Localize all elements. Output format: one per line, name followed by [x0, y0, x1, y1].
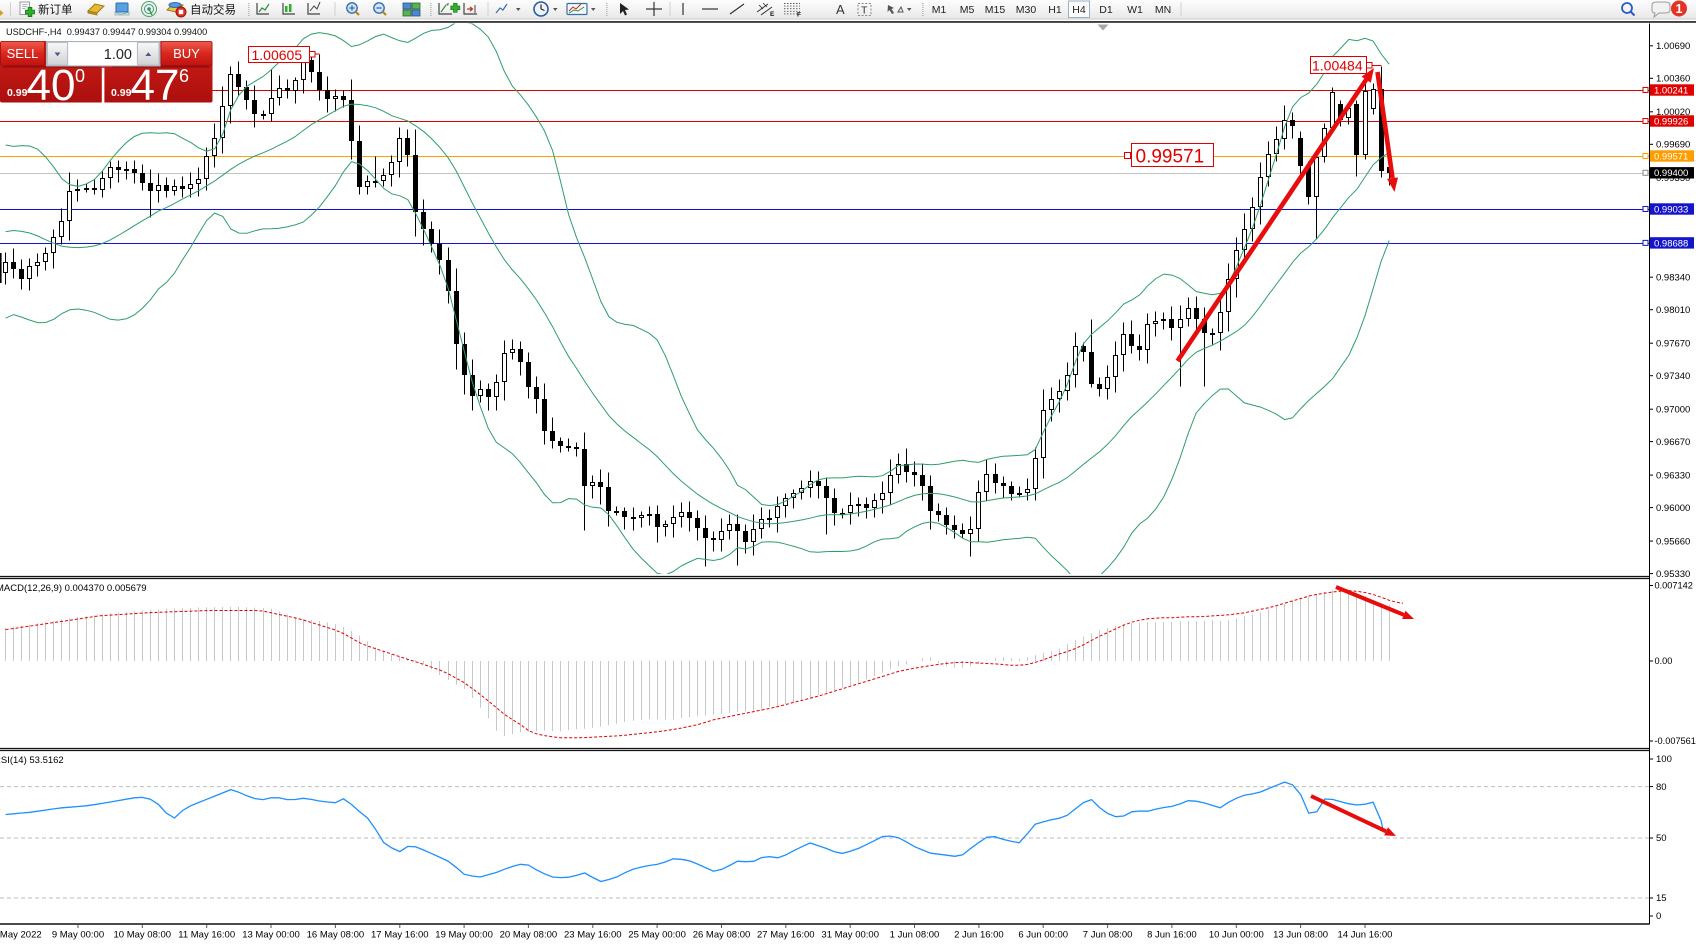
svg-text:H1: H1 [1048, 4, 1062, 16]
svg-text:1.00484: 1.00484 [1312, 57, 1363, 73]
svg-text:1: 1 [1676, 2, 1683, 16]
svg-text:0.00: 0.00 [1655, 656, 1673, 666]
svg-text:0.99: 0.99 [111, 87, 132, 99]
svg-text:1.00241: 1.00241 [1654, 85, 1688, 96]
svg-text:USDCHF-,H4 0.99437 0.99447 0.: USDCHF-,H4 0.99437 0.99447 0.99304 0.994… [6, 27, 207, 37]
svg-text:H4: H4 [1072, 4, 1086, 16]
svg-text:1.00: 1.00 [104, 47, 132, 63]
svg-text:16 May 08:00: 16 May 08:00 [307, 930, 365, 941]
svg-text:40: 40 [27, 61, 76, 110]
svg-text:MN: MN [1155, 4, 1171, 16]
svg-text:0.98688: 0.98688 [1654, 238, 1688, 249]
svg-text:0.96670: 0.96670 [1656, 437, 1690, 448]
svg-text:47: 47 [131, 61, 180, 110]
svg-text:100: 100 [1656, 754, 1672, 765]
svg-text:0.99690: 0.99690 [1656, 140, 1690, 151]
svg-text:20 May 08:00: 20 May 08:00 [500, 930, 558, 941]
svg-text:D1: D1 [1099, 4, 1113, 16]
svg-text:0.99033: 0.99033 [1654, 204, 1688, 215]
svg-text:8 Jun 16:00: 8 Jun 16:00 [1147, 930, 1197, 941]
svg-text:SELL: SELL [7, 46, 39, 61]
svg-text:1.00605: 1.00605 [252, 47, 303, 63]
svg-text:0.95660: 0.95660 [1656, 536, 1690, 547]
svg-text:0.99571: 0.99571 [1654, 151, 1688, 162]
svg-text:M15: M15 [985, 4, 1006, 16]
svg-text:10 May 08:00: 10 May 08:00 [114, 930, 172, 941]
svg-text:13 May 00:00: 13 May 00:00 [242, 930, 300, 941]
svg-text:7 Jun 08:00: 7 Jun 08:00 [1083, 930, 1133, 941]
svg-text:6 May 2022: 6 May 2022 [0, 930, 42, 941]
svg-text:0.96330: 0.96330 [1656, 470, 1690, 481]
svg-text:0.007142: 0.007142 [1655, 581, 1693, 591]
svg-text:15: 15 [1656, 893, 1667, 904]
svg-text:0.99400: 0.99400 [1654, 168, 1688, 179]
svg-text:23 May 16:00: 23 May 16:00 [564, 930, 622, 941]
svg-text:0.98010: 0.98010 [1656, 305, 1690, 316]
svg-text:0.95330: 0.95330 [1656, 569, 1690, 580]
svg-text:31 May 00:00: 31 May 00:00 [821, 930, 879, 941]
svg-text:6: 6 [179, 66, 189, 86]
svg-text:F: F [797, 12, 801, 19]
svg-text:50: 50 [1656, 833, 1667, 844]
svg-text:19 May 00:00: 19 May 00:00 [435, 930, 493, 941]
svg-text:A: A [836, 2, 845, 17]
svg-text:M1: M1 [932, 4, 947, 16]
svg-text:MACD(12,26,9) 0.004370 0.00567: MACD(12,26,9) 0.004370 0.005679 [0, 583, 147, 594]
svg-text:0.99: 0.99 [7, 87, 28, 99]
svg-text:0.96000: 0.96000 [1656, 503, 1690, 514]
svg-text:9 May 00:00: 9 May 00:00 [52, 930, 104, 941]
svg-text:25 May 00:00: 25 May 00:00 [628, 930, 686, 941]
svg-text:自动交易: 自动交易 [190, 3, 236, 17]
svg-text:80: 80 [1656, 782, 1667, 793]
svg-text:0.97670: 0.97670 [1656, 338, 1690, 349]
svg-text:BUY: BUY [173, 46, 200, 61]
svg-text:E: E [770, 11, 775, 18]
svg-text:M30: M30 [1016, 4, 1037, 16]
svg-text:T: T [861, 5, 868, 17]
svg-text:27 May 16:00: 27 May 16:00 [757, 930, 815, 941]
svg-text:新订单: 新订单 [38, 3, 73, 17]
svg-text:26 May 08:00: 26 May 08:00 [693, 930, 751, 941]
svg-text:1.00020: 1.00020 [1656, 107, 1690, 118]
svg-text:RSI(14) 53.5162: RSI(14) 53.5162 [0, 755, 64, 766]
svg-text:0: 0 [75, 66, 85, 86]
svg-text:0.97000: 0.97000 [1656, 404, 1690, 415]
svg-text:11 May 16:00: 11 May 16:00 [178, 930, 235, 941]
svg-text:0.97340: 0.97340 [1656, 371, 1690, 382]
svg-text:0.99571: 0.99571 [1136, 146, 1205, 167]
svg-text:17 May 16:00: 17 May 16:00 [371, 930, 429, 941]
svg-text:13 Jun 08:00: 13 Jun 08:00 [1273, 930, 1328, 941]
svg-text:6 Jun 00:00: 6 Jun 00:00 [1018, 930, 1068, 941]
svg-text:1.00690: 1.00690 [1656, 41, 1690, 52]
svg-text:-0.007561: -0.007561 [1655, 736, 1696, 746]
svg-text:10 Jun 00:00: 10 Jun 00:00 [1209, 930, 1264, 941]
svg-text:14 Jun 16:00: 14 Jun 16:00 [1338, 930, 1393, 941]
svg-text:2 Jun 16:00: 2 Jun 16:00 [954, 930, 1004, 941]
svg-text:0.99926: 0.99926 [1654, 116, 1688, 127]
svg-text:0: 0 [1656, 911, 1661, 922]
svg-text:1.00360: 1.00360 [1656, 74, 1690, 85]
svg-text:1 Jun 08:00: 1 Jun 08:00 [890, 930, 940, 941]
svg-text:W1: W1 [1127, 4, 1143, 16]
svg-text:M5: M5 [960, 4, 975, 16]
svg-text:0.98340: 0.98340 [1656, 272, 1690, 283]
